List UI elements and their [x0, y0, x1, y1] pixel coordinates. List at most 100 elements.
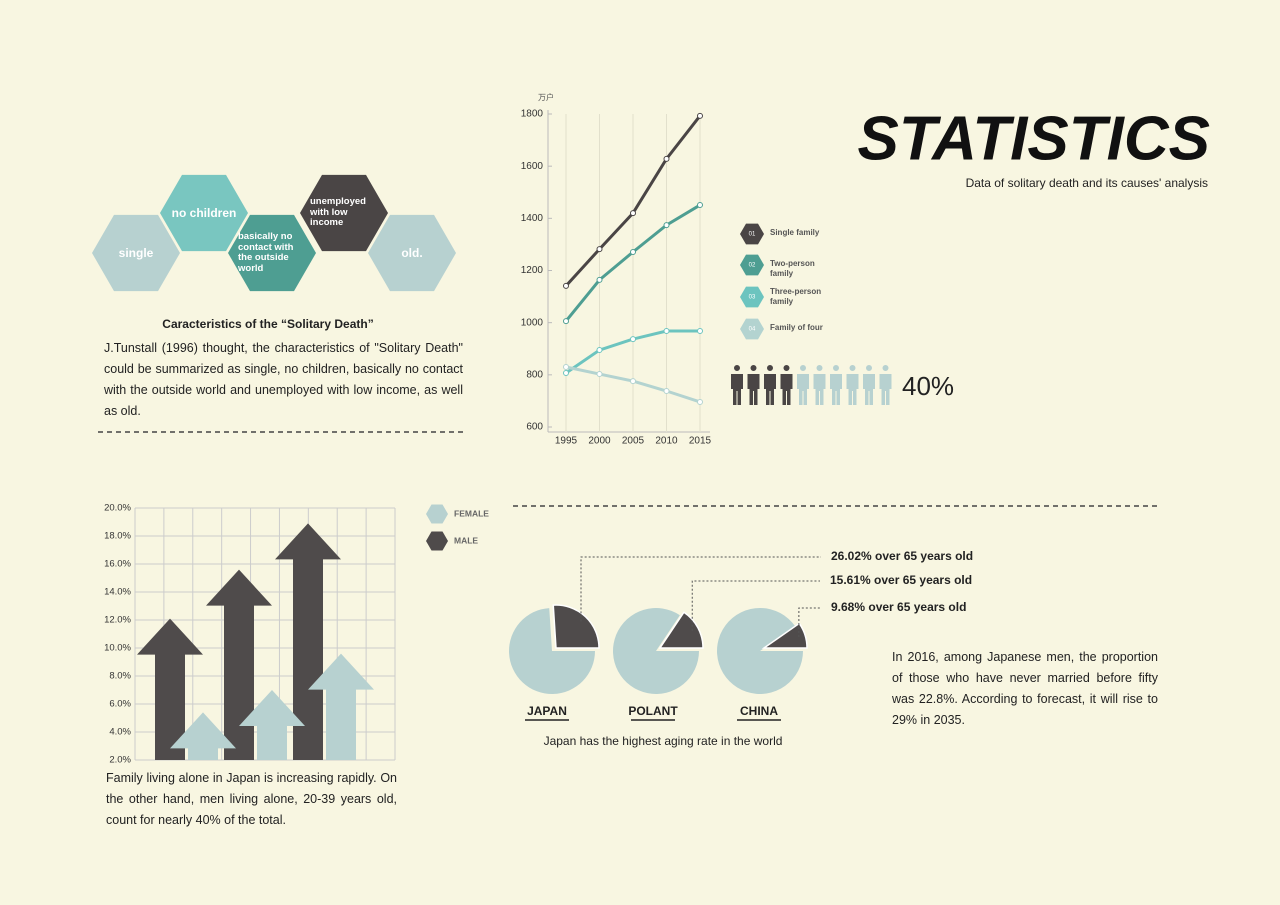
person-icon	[830, 365, 842, 405]
y-tick-label: 800	[526, 369, 543, 380]
pie-rest	[717, 608, 803, 694]
legend-number: 02	[749, 263, 756, 269]
arrow-bar	[137, 618, 203, 760]
y-tick-label: 6.0%	[109, 699, 131, 710]
legend-number: 04	[749, 327, 756, 333]
x-tick-label: 2000	[588, 436, 611, 447]
point	[697, 112, 703, 119]
y-tick-label: 10.0%	[104, 643, 131, 654]
paragraph: In 2016, among Japanese men, the proport…	[892, 650, 1158, 727]
axis-unit: 万户	[538, 92, 554, 102]
arrow-bar	[275, 523, 341, 760]
point	[630, 248, 636, 255]
x-tick-label: 2010	[655, 436, 678, 447]
legend-swatch	[426, 504, 448, 524]
point	[663, 155, 670, 162]
y-tick-label: 1800	[521, 109, 544, 120]
leader-line	[691, 580, 820, 631]
hexagon-label: unemployed with low income	[310, 196, 366, 229]
legend-swatch	[740, 318, 764, 340]
legend-label: Three-person family	[770, 287, 822, 306]
y-tick-label: 1000	[521, 317, 544, 328]
y-tick-label: 18.0%	[104, 531, 131, 542]
point	[563, 318, 569, 325]
point	[596, 371, 603, 378]
y-tick-label: 8.0%	[109, 671, 131, 682]
point	[630, 336, 636, 343]
hexagon-label: no children	[171, 205, 237, 220]
hexagon-label: single	[118, 245, 154, 260]
arrow-bar	[170, 712, 236, 760]
hexagon	[368, 214, 456, 292]
pie-slice	[552, 604, 600, 649]
point	[630, 378, 636, 385]
legend-swatch	[426, 531, 448, 551]
legend-number: 03	[749, 295, 756, 301]
y-tick-label: 4.0%	[109, 727, 131, 738]
y-tick-label: 1200	[521, 265, 544, 276]
title: STATISTICS	[858, 104, 1210, 173]
person-icon	[764, 365, 776, 405]
y-tick-label: 20.0%	[104, 503, 131, 514]
point	[697, 328, 703, 335]
legend-label: Single family	[770, 228, 820, 237]
arrow-bar	[239, 690, 305, 760]
pie-rest	[509, 608, 595, 694]
caption: Japan has the highest aging rate in the …	[544, 734, 783, 748]
point	[697, 202, 703, 209]
person-icon	[731, 365, 743, 405]
legend-swatch	[740, 286, 764, 308]
hexagon-label: basically no contact with the outside wo…	[238, 231, 294, 274]
y-tick-label: 1600	[521, 161, 544, 172]
pictogram-label: 40%	[902, 371, 954, 401]
hexagon	[160, 174, 248, 252]
pie-rest	[613, 607, 699, 694]
y-tick-label: 2.0%	[109, 755, 131, 766]
point	[663, 328, 670, 335]
x-tick-label: 2005	[622, 436, 645, 447]
point	[697, 398, 703, 405]
legend-label: MALE	[454, 535, 478, 545]
person-icon	[846, 365, 859, 405]
point	[563, 282, 569, 289]
y-tick-label: 1400	[521, 213, 544, 224]
y-tick-label: 12.0%	[104, 615, 131, 626]
hexagon	[228, 214, 316, 292]
category-label: CHINA	[740, 704, 778, 718]
y-tick-label: 16.0%	[104, 559, 131, 570]
point	[663, 388, 670, 395]
point	[563, 364, 569, 371]
person-icon	[863, 365, 875, 405]
subtitle: Data of solitary death and its causes' a…	[966, 176, 1208, 190]
leader-line	[580, 556, 821, 622]
value-label: 15.61% over 65 years old	[830, 573, 972, 587]
hexagon	[300, 174, 388, 252]
section-title: Caracteristics of the “Solitary Death”	[162, 317, 373, 331]
paragraph: Family living alone in Japan is increasi…	[106, 771, 397, 827]
person-icon	[813, 365, 826, 405]
category-label: POLANT	[628, 704, 678, 718]
x-tick-label: 1995	[555, 436, 578, 447]
arrow-bar	[308, 653, 374, 760]
y-tick-label: 14.0%	[104, 587, 131, 598]
point	[563, 370, 569, 377]
person-icon	[797, 365, 809, 405]
point	[663, 222, 670, 229]
person-icon	[747, 365, 760, 405]
legend-swatch	[740, 254, 764, 276]
y-tick-label: 600	[526, 422, 543, 433]
person-icon	[780, 365, 793, 405]
point	[596, 246, 603, 253]
value-label: 26.02% over 65 years old	[831, 549, 973, 563]
hexagon-label: old.	[401, 245, 423, 260]
legend-number: 01	[749, 232, 756, 238]
legend-swatch	[740, 223, 764, 245]
hexagon	[92, 214, 180, 292]
point	[596, 347, 603, 354]
person-icon	[879, 365, 892, 405]
paragraph: J.Tunstall (1996) thought, the character…	[104, 341, 463, 418]
x-tick-label: 2015	[689, 436, 712, 447]
legend-label: Family of four	[770, 323, 823, 332]
